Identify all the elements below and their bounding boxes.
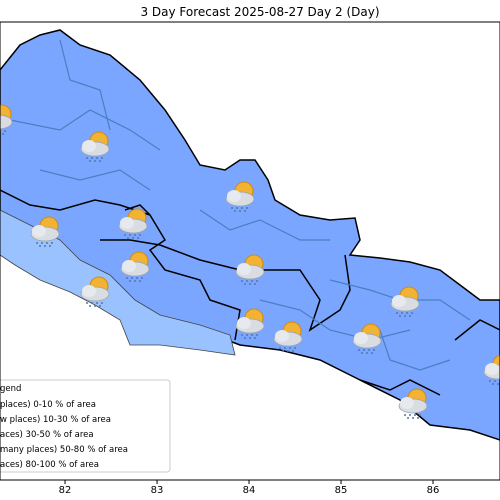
map-title: 3 Day Forecast 2025-08-27 Day 2 (Day) [140,5,379,19]
x-tick-label: 84 [243,485,256,496]
x-tick-label: 82 [59,485,72,496]
legend-entry: aces) 80-100 % of area [0,460,99,470]
x-tick-label: 86 [427,485,440,496]
legend-box [0,379,171,473]
legend-entry: places) 0-10 % of area [0,400,96,410]
legend-entry: many places) 50-80 % of area [0,445,128,455]
legend-entry: aces) 30-50 % of area [0,430,94,440]
map-area: gend places) 0-10 % of area w places) 10-… [0,29,500,473]
x-tick-label: 85 [335,485,348,496]
x-tick-label: 83 [151,485,164,496]
legend-entry: w places) 10-30 % of area [0,415,111,425]
plot-frame [0,21,500,481]
nepal-region [0,29,500,441]
legend-title: gend [0,384,21,394]
province-borders [0,189,500,396]
south-plains-region [0,209,236,356]
